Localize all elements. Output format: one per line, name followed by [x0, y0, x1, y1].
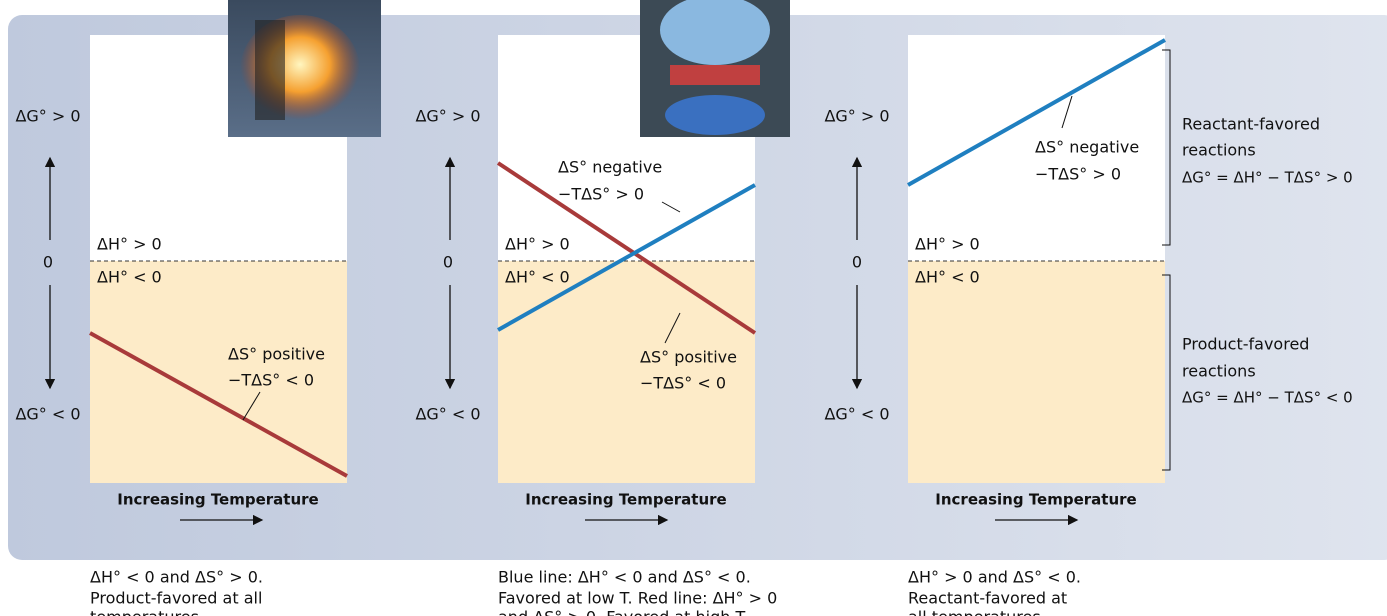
bracket-sub: reactions: [1182, 362, 1256, 381]
annotation: −TΔS° < 0: [228, 371, 314, 390]
y-label: ΔG° < 0: [15, 405, 80, 424]
bracket-title: Product-favored: [1182, 335, 1309, 354]
dh-label: ΔH° < 0: [505, 268, 570, 287]
x-label: Increasing Temperature: [117, 491, 318, 509]
panel-3: [908, 35, 1170, 483]
x-label: Increasing Temperature: [935, 491, 1136, 509]
x-label: Increasing Temperature: [525, 491, 726, 509]
dh-label: ΔH° < 0: [97, 268, 162, 287]
caption: Product-favored at all: [90, 589, 262, 608]
annotation: ΔS° positive: [640, 348, 737, 367]
page: {"panels": [ {"y_top": "ΔG° > 0", "y_zer…: [0, 0, 1387, 616]
dh-label: ΔH° > 0: [97, 235, 162, 254]
y-label: ΔG° > 0: [15, 107, 80, 126]
y-label: 0: [852, 253, 862, 272]
annotation: −TΔS° < 0: [640, 374, 726, 393]
bracket-equation: ΔG° = ΔH° − TΔS° < 0: [1182, 389, 1353, 407]
annotation: ΔS° negative: [558, 158, 662, 177]
caption: Reactant-favored at: [908, 589, 1067, 608]
plot-bottom: [908, 261, 1165, 483]
y-label: ΔG° > 0: [824, 107, 889, 126]
caption: and ΔS° > 0. Favored at high T.: [498, 608, 748, 616]
photo-flame-red: [670, 65, 760, 85]
bracket-title: Reactant-favored: [1182, 115, 1320, 134]
dh-label: ΔH° > 0: [915, 235, 980, 254]
dh-label: ΔH° > 0: [505, 235, 570, 254]
y-label: 0: [43, 253, 53, 272]
dh-label: ΔH° < 0: [915, 268, 980, 287]
annotation: ΔS° positive: [228, 345, 325, 364]
caption: Favored at low T. Red line: ΔH° > 0: [498, 589, 777, 608]
caption: Blue line: ΔH° < 0 and ΔS° < 0.: [498, 568, 751, 587]
plot-bottom: [498, 261, 755, 483]
annotation: ΔS° negative: [1035, 138, 1139, 157]
photo-flame-blue: [665, 95, 765, 135]
y-label: ΔG° > 0: [415, 107, 480, 126]
caption: all temperatures.: [908, 608, 1046, 616]
y-label: 0: [443, 253, 453, 272]
caption: ΔH° < 0 and ΔS° > 0.: [90, 568, 263, 587]
photo-cylinder: [255, 20, 285, 120]
caption: temperatures.: [90, 608, 204, 616]
y-label: ΔG° < 0: [824, 405, 889, 424]
bracket-equation: ΔG° = ΔH° − TΔS° > 0: [1182, 169, 1353, 187]
bracket-sub: reactions: [1182, 141, 1256, 160]
y-label: ΔG° < 0: [415, 405, 480, 424]
annotation: −TΔS° > 0: [1035, 165, 1121, 184]
caption: ΔH° > 0 and ΔS° < 0.: [908, 568, 1081, 587]
figure: ΔG° > 0 0 ΔG° < 0 ΔH° > 0 ΔH° < 0 ΔS° po…: [0, 0, 1387, 616]
annotation: −TΔS° > 0: [558, 185, 644, 204]
